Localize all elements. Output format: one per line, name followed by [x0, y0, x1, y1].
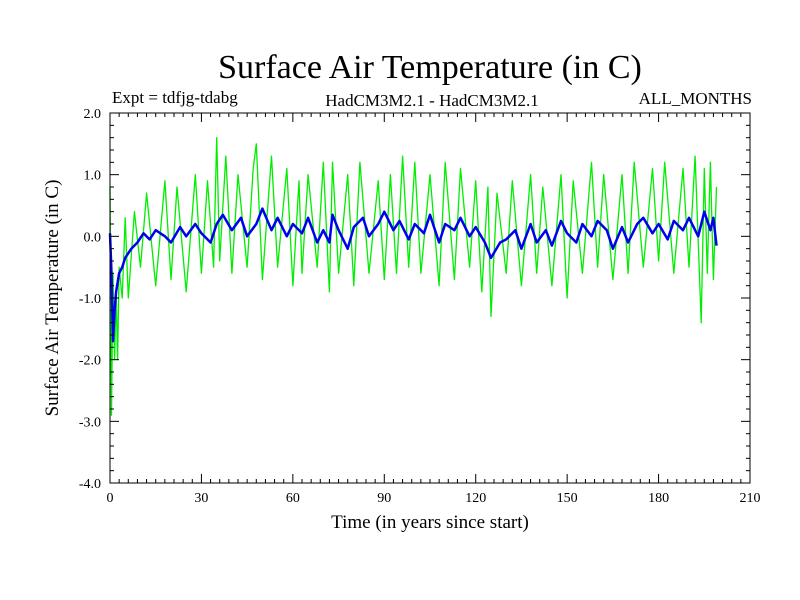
y-tick-label: -1.0: [79, 292, 101, 307]
x-tick-label: 60: [286, 491, 300, 506]
y-tick-label: 1.0: [84, 169, 102, 184]
chart-title: Surface Air Temperature (in C): [218, 49, 642, 86]
plot-frame: [109, 112, 751, 484]
x-tick-label: 30: [194, 491, 208, 506]
subtitle-models: HadCM3M2.1 - HadCM3M2.1: [325, 91, 538, 110]
y-tick-label: 2.0: [84, 107, 102, 122]
x-axis-label: Time (in years since start): [331, 512, 529, 533]
ticks-layer: 0 30 60 90 120 150 180 210 -4.0 -3.0 -2.0 -1.0 0.0 1.…: [79, 107, 761, 506]
y-tick-label: -3.0: [79, 415, 101, 430]
x-tick-label: 120: [465, 491, 486, 506]
series-line-annual: [108, 207, 718, 343]
subtitle-months: ALL_MONTHS: [639, 89, 752, 108]
y-axis-label: Surface Air Temperature (in C): [42, 180, 63, 417]
subtitle-experiment: Expt = tdfjg-tdabg: [112, 88, 238, 107]
x-tick-label: 210: [740, 491, 761, 506]
x-tick-label: 90: [377, 491, 391, 506]
series-layer: [108, 137, 718, 416]
y-tick-label: -4.0: [79, 477, 101, 492]
y-tick-label: -2.0: [79, 354, 101, 369]
x-tick-label: 180: [648, 491, 669, 506]
x-tick-label: 0: [107, 491, 114, 506]
series-line-monthly: [109, 137, 718, 416]
x-tick-label: 150: [557, 491, 578, 506]
y-tick-label: 0.0: [84, 230, 102, 245]
